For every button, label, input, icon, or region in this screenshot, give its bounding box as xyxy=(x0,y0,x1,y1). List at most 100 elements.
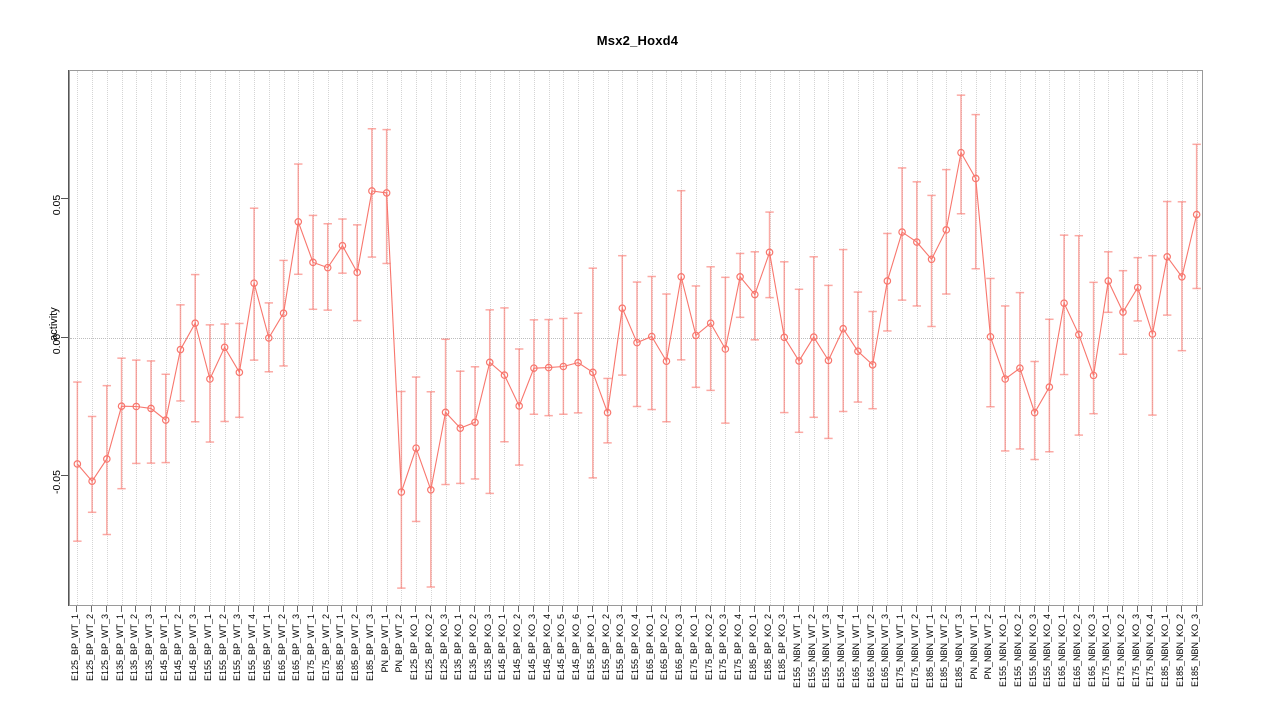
x-tick-label: E165_BP_KO_2 xyxy=(659,614,670,681)
x-tick xyxy=(488,606,490,612)
data-point xyxy=(1016,364,1024,372)
error-bar xyxy=(927,194,936,328)
x-tick-label: E135_BP_KO_3 xyxy=(482,614,493,681)
y-axis: -0.05 0.00 0.05 xyxy=(51,70,69,606)
x-tick xyxy=(1195,606,1197,612)
x-tick-label: E185_BP_WT_1 xyxy=(335,614,346,682)
x-tick xyxy=(739,606,741,612)
x-tick xyxy=(76,606,78,612)
y-axis-line xyxy=(68,70,69,606)
x-tick xyxy=(1136,606,1138,612)
x-tick xyxy=(1077,606,1079,612)
x-tick xyxy=(1018,606,1020,612)
x-tick xyxy=(724,606,726,612)
x-tick-label: E175_NBN_KO_1 xyxy=(1101,614,1112,688)
x-tick xyxy=(577,606,579,612)
data-point xyxy=(471,418,479,427)
x-tick-label: E155_BP_KO_1 xyxy=(585,614,596,681)
error-bar xyxy=(676,189,686,361)
x-tick xyxy=(960,606,961,612)
x-tick-label: E185_BP_WT_2 xyxy=(350,614,361,682)
x-tick-label: PN_NBN_WT_2 xyxy=(983,614,994,680)
data-point xyxy=(971,174,980,183)
data-point xyxy=(1178,272,1186,281)
data-point xyxy=(132,402,141,411)
x-tick xyxy=(1107,606,1109,612)
data-point xyxy=(692,331,700,340)
x-tick xyxy=(238,606,240,612)
x-tick-label: E145_BP_WT_1 xyxy=(158,614,169,682)
data-point xyxy=(88,477,96,485)
data-point xyxy=(485,358,494,367)
x-tick-label: E155_NBN_KO_1 xyxy=(998,614,1009,688)
data-point xyxy=(1104,277,1113,285)
error-bar xyxy=(529,319,539,416)
x-tick xyxy=(768,606,770,612)
x-tick-label: E155_BP_KO_3 xyxy=(615,614,626,681)
error-bar xyxy=(750,251,760,341)
x-tick-label: E175_NBN_WT_2 xyxy=(909,614,920,689)
data-point xyxy=(191,319,199,327)
data-point xyxy=(279,309,288,317)
x-tick-label: E145_BP_KO_2 xyxy=(512,614,523,681)
data-point xyxy=(633,338,641,347)
data-point xyxy=(706,319,715,327)
x-tick xyxy=(415,606,417,612)
data-point xyxy=(294,218,303,226)
error-bar xyxy=(706,266,715,392)
chart-title: Msx2_Hoxd4 xyxy=(596,33,679,48)
data-point xyxy=(530,364,538,372)
data-point xyxy=(559,362,568,371)
series-line xyxy=(76,151,1198,493)
x-tick xyxy=(1092,606,1094,612)
data-point xyxy=(751,290,759,299)
error-bar xyxy=(485,309,494,495)
x-tick xyxy=(989,606,991,612)
error-bar xyxy=(838,248,848,413)
data-point xyxy=(1163,252,1171,261)
error-bar xyxy=(73,381,82,542)
x-tick-label: E165_NBN_WT_3 xyxy=(880,614,891,689)
zero-gridline xyxy=(70,337,1202,339)
x-tick xyxy=(1180,606,1182,612)
error-bar xyxy=(971,113,980,270)
data-point xyxy=(839,324,847,333)
data-point xyxy=(721,345,730,353)
x-tick-label: E165_NBN_KO_3 xyxy=(1086,614,1097,688)
data-point xyxy=(441,408,450,417)
x-tick xyxy=(282,606,284,612)
x-tick xyxy=(1048,606,1050,612)
x-tick-label: E175_BP_WT_1 xyxy=(306,614,316,682)
data-point xyxy=(957,148,965,157)
data-point xyxy=(103,455,111,463)
x-tick-label: E155_NBN_WT_1 xyxy=(792,614,802,689)
data-point xyxy=(1089,371,1098,380)
x-tick-label: E175_NBN_KO_2 xyxy=(1116,614,1126,688)
data-point xyxy=(942,226,951,234)
x-tick xyxy=(1004,606,1006,612)
x-tick-label: E165_BP_WT_2 xyxy=(276,614,287,682)
error-bar xyxy=(824,284,833,440)
x-tick-label: E155_BP_KO_4 xyxy=(630,614,640,681)
x-tick-label: E155_BP_WT_3 xyxy=(232,614,243,682)
x-tick-label: E165_BP_KO_1 xyxy=(644,614,655,681)
error-bar xyxy=(87,415,97,514)
x-tick xyxy=(827,606,829,612)
data-point xyxy=(176,345,185,354)
data-point xyxy=(883,277,892,285)
x-tick xyxy=(694,606,696,612)
data-point xyxy=(1119,308,1127,316)
x-tick-label: E175_BP_KO_1 xyxy=(688,614,699,681)
y-tick-label: 0.05 xyxy=(51,194,63,215)
x-tick xyxy=(871,606,873,612)
x-tick xyxy=(915,606,917,612)
x-tick xyxy=(253,606,255,612)
data-point xyxy=(736,272,744,281)
x-tick-label: E165_BP_KO_3 xyxy=(674,614,685,681)
x-tick xyxy=(385,606,387,612)
error-bar xyxy=(456,370,465,485)
error-bar xyxy=(868,310,877,410)
x-tick-label: PN_BP_WT_1 xyxy=(379,614,390,673)
x-tick-label: E145_BP_KO_3 xyxy=(526,614,537,681)
x-tick xyxy=(1122,606,1123,612)
